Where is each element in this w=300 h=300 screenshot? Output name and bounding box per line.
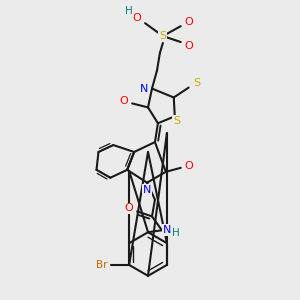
- Text: O: O: [184, 161, 193, 171]
- Text: H: H: [172, 228, 180, 238]
- Text: O: O: [184, 17, 193, 27]
- Text: S: S: [173, 116, 180, 126]
- Text: O: O: [133, 13, 142, 23]
- Text: S: S: [159, 31, 167, 41]
- Text: N: N: [163, 225, 171, 235]
- Text: O: O: [184, 41, 193, 51]
- Text: H: H: [125, 6, 133, 16]
- Text: Br: Br: [96, 260, 107, 270]
- Text: O: O: [120, 97, 129, 106]
- Text: N: N: [143, 184, 151, 195]
- Text: O: O: [125, 203, 134, 214]
- Text: S: S: [193, 78, 200, 88]
- Text: N: N: [140, 84, 148, 94]
